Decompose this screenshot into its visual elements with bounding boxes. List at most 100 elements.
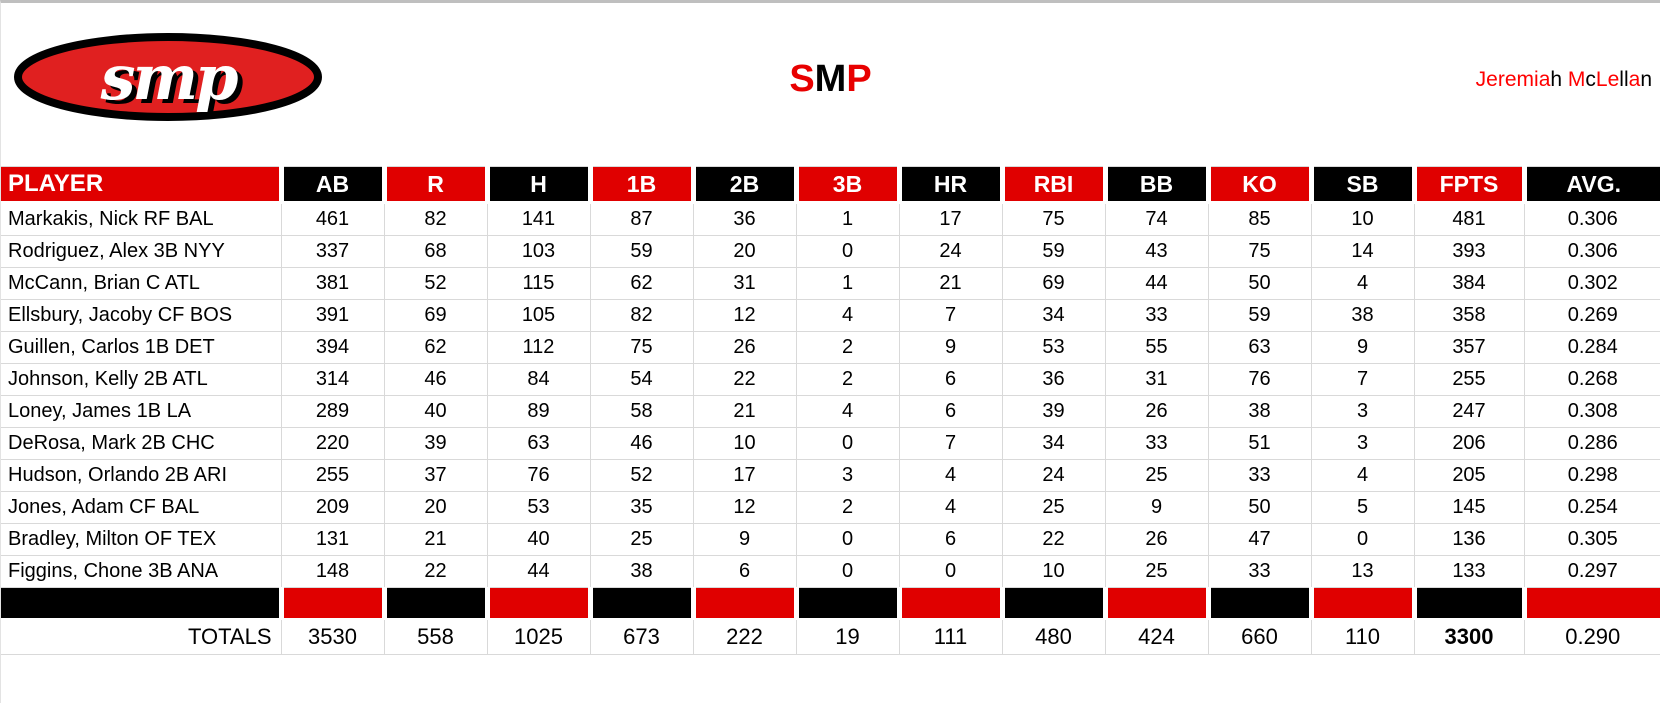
cell-avg: 0.269 <box>1524 299 1660 332</box>
letter: M <box>814 58 847 100</box>
cell-3b: 1 <box>796 267 900 300</box>
cell-2b: 26 <box>693 331 797 364</box>
cell-ab: 148 <box>281 555 385 588</box>
cell-rbi: 25 <box>1002 491 1106 524</box>
total-rbi: 480 <box>1002 619 1106 655</box>
letter: S <box>789 58 815 100</box>
cell-1b: 52 <box>590 459 694 492</box>
header-player: PLAYER <box>1 166 284 204</box>
table-row: Markakis, Nick RF BAL 461 82 141 87 36 1 17 75 74… <box>1 202 1660 236</box>
cell-1b: 46 <box>590 427 694 460</box>
letter: i <box>1534 68 1539 91</box>
cell-fpts: 206 <box>1414 427 1525 460</box>
cell-ab: 255 <box>281 459 385 492</box>
cell-avg: 0.302 <box>1524 267 1660 300</box>
cell-fpts: 133 <box>1414 555 1525 588</box>
total-fpts: 3300 <box>1414 619 1525 655</box>
totals-row: TOTALS 3530 558 1025 673 222 19 111 480 424 660 110… <box>1 619 1660 655</box>
total-sb: 110 <box>1311 619 1415 655</box>
cell-ab: 394 <box>281 331 385 364</box>
cell-r: 82 <box>384 202 488 236</box>
header-3b: 3B <box>796 166 902 204</box>
total-h: 1025 <box>487 619 591 655</box>
cell-ab: 314 <box>281 363 385 396</box>
cell-player: McCann, Brian C ATL <box>1 267 282 300</box>
cell-r: 52 <box>384 267 488 300</box>
cell-ko: 76 <box>1208 363 1312 396</box>
cell-1b: 38 <box>590 555 694 588</box>
cell-1b: 54 <box>590 363 694 396</box>
cell-bb: 33 <box>1105 427 1209 460</box>
cell-3b: 0 <box>796 523 900 556</box>
cell-r: 40 <box>384 395 488 428</box>
total-bb: 424 <box>1105 619 1209 655</box>
cell-player: DeRosa, Mark 2B CHC <box>1 427 282 460</box>
cell-avg: 0.284 <box>1524 331 1660 364</box>
header-rbi: RBI <box>1002 166 1108 204</box>
letter: c <box>1585 68 1596 91</box>
total-ko: 660 <box>1208 619 1312 655</box>
cell-2b: 17 <box>693 459 797 492</box>
table-body: Markakis, Nick RF BAL 461 82 141 87 36 1 17 75 74… <box>1 202 1660 655</box>
cell-bb: 43 <box>1105 235 1209 268</box>
cell-bb: 26 <box>1105 395 1209 428</box>
cell-rbi: 10 <box>1002 555 1106 588</box>
cell-avg: 0.308 <box>1524 395 1660 428</box>
separator-cell-avg <box>1524 587 1660 620</box>
table-row: Figgins, Chone 3B ANA 148 22 44 38 6 0 0 10 25 33 1… <box>1 555 1660 588</box>
cell-r: 62 <box>384 331 488 364</box>
header-fpts: FPTS <box>1414 166 1527 204</box>
cell-avg: 0.298 <box>1524 459 1660 492</box>
cell-sb: 4 <box>1311 267 1415 300</box>
header-bb: BB <box>1105 166 1211 204</box>
cell-player: Hudson, Orlando 2B ARI <box>1 459 282 492</box>
cell-bb: 74 <box>1105 202 1209 236</box>
cell-ko: 63 <box>1208 331 1312 364</box>
cell-h: 103 <box>487 235 591 268</box>
cell-sb: 5 <box>1311 491 1415 524</box>
cell-player: Rodriguez, Alex 3B NYY <box>1 235 282 268</box>
cell-1b: 35 <box>590 491 694 524</box>
separator-cell-h <box>487 587 593 620</box>
cell-player: Figgins, Chone 3B ANA <box>1 555 282 588</box>
separator-cell-r <box>384 587 490 620</box>
cell-ab: 209 <box>281 491 385 524</box>
cell-h: 40 <box>487 523 591 556</box>
cell-rbi: 22 <box>1002 523 1106 556</box>
cell-h: 141 <box>487 202 591 236</box>
separator-cell-fpts <box>1414 587 1527 620</box>
cell-r: 21 <box>384 523 488 556</box>
cell-2b: 22 <box>693 363 797 396</box>
letter: M <box>1567 68 1586 91</box>
cell-2b: 31 <box>693 267 797 300</box>
cell-3b: 1 <box>796 202 900 236</box>
cell-fpts: 145 <box>1414 491 1525 524</box>
cell-avg: 0.286 <box>1524 427 1660 460</box>
cell-sb: 9 <box>1311 331 1415 364</box>
cell-3b: 2 <box>796 331 900 364</box>
cell-h: 53 <box>487 491 591 524</box>
cell-1b: 82 <box>590 299 694 332</box>
cell-r: 37 <box>384 459 488 492</box>
header-1b: 1B <box>590 166 696 204</box>
total-3b: 19 <box>796 619 900 655</box>
logo-text: smp <box>100 41 239 114</box>
cell-avg: 0.268 <box>1524 363 1660 396</box>
cell-2b: 21 <box>693 395 797 428</box>
cell-ko: 50 <box>1208 267 1312 300</box>
cell-ab: 337 <box>281 235 385 268</box>
cell-3b: 0 <box>796 235 900 268</box>
cell-hr: 6 <box>899 363 1003 396</box>
cell-sb: 13 <box>1311 555 1415 588</box>
cell-rbi: 75 <box>1002 202 1106 236</box>
letter: P <box>846 58 872 100</box>
cell-ko: 38 <box>1208 395 1312 428</box>
cell-sb: 10 <box>1311 202 1415 236</box>
cell-h: 105 <box>487 299 591 332</box>
cell-2b: 6 <box>693 555 797 588</box>
separator-row <box>1 587 1660 620</box>
cell-rbi: 53 <box>1002 331 1106 364</box>
cell-sb: 14 <box>1311 235 1415 268</box>
cell-player: Johnson, Kelly 2B ATL <box>1 363 282 396</box>
